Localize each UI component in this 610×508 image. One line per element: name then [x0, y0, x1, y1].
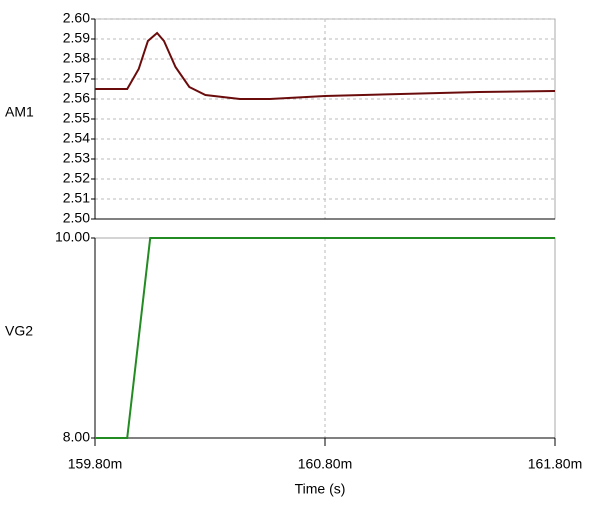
y-tick-label: 2.60 — [63, 10, 90, 26]
y-axis-label: VG2 — [5, 323, 33, 339]
y-tick-label: 2.55 — [63, 110, 90, 126]
y-tick-label: 2.54 — [63, 130, 90, 146]
y-tick-label: 2.56 — [63, 90, 90, 106]
y-tick-label: 10.00 — [55, 229, 90, 245]
x-tick-label: 160.80m — [298, 456, 352, 472]
y-tick-label: 2.58 — [63, 50, 90, 66]
y-tick-label: 2.50 — [63, 210, 90, 226]
data-line — [95, 31, 556, 100]
y-tick-label: 2.57 — [63, 70, 90, 86]
x-tick-label: 161.80m — [528, 456, 582, 472]
y-tick-label: 8.00 — [63, 429, 90, 445]
x-axis-label: Time (s) — [295, 481, 346, 497]
y-tick-label: 2.59 — [63, 30, 90, 46]
y-tick-label: 2.52 — [63, 170, 90, 186]
y-axis-label: AM1 — [5, 104, 34, 120]
data-line — [95, 237, 555, 439]
y-tick-label: 2.51 — [63, 190, 90, 206]
y-tick-label: 2.53 — [63, 150, 90, 166]
x-tick-label: 159.80m — [68, 456, 122, 472]
